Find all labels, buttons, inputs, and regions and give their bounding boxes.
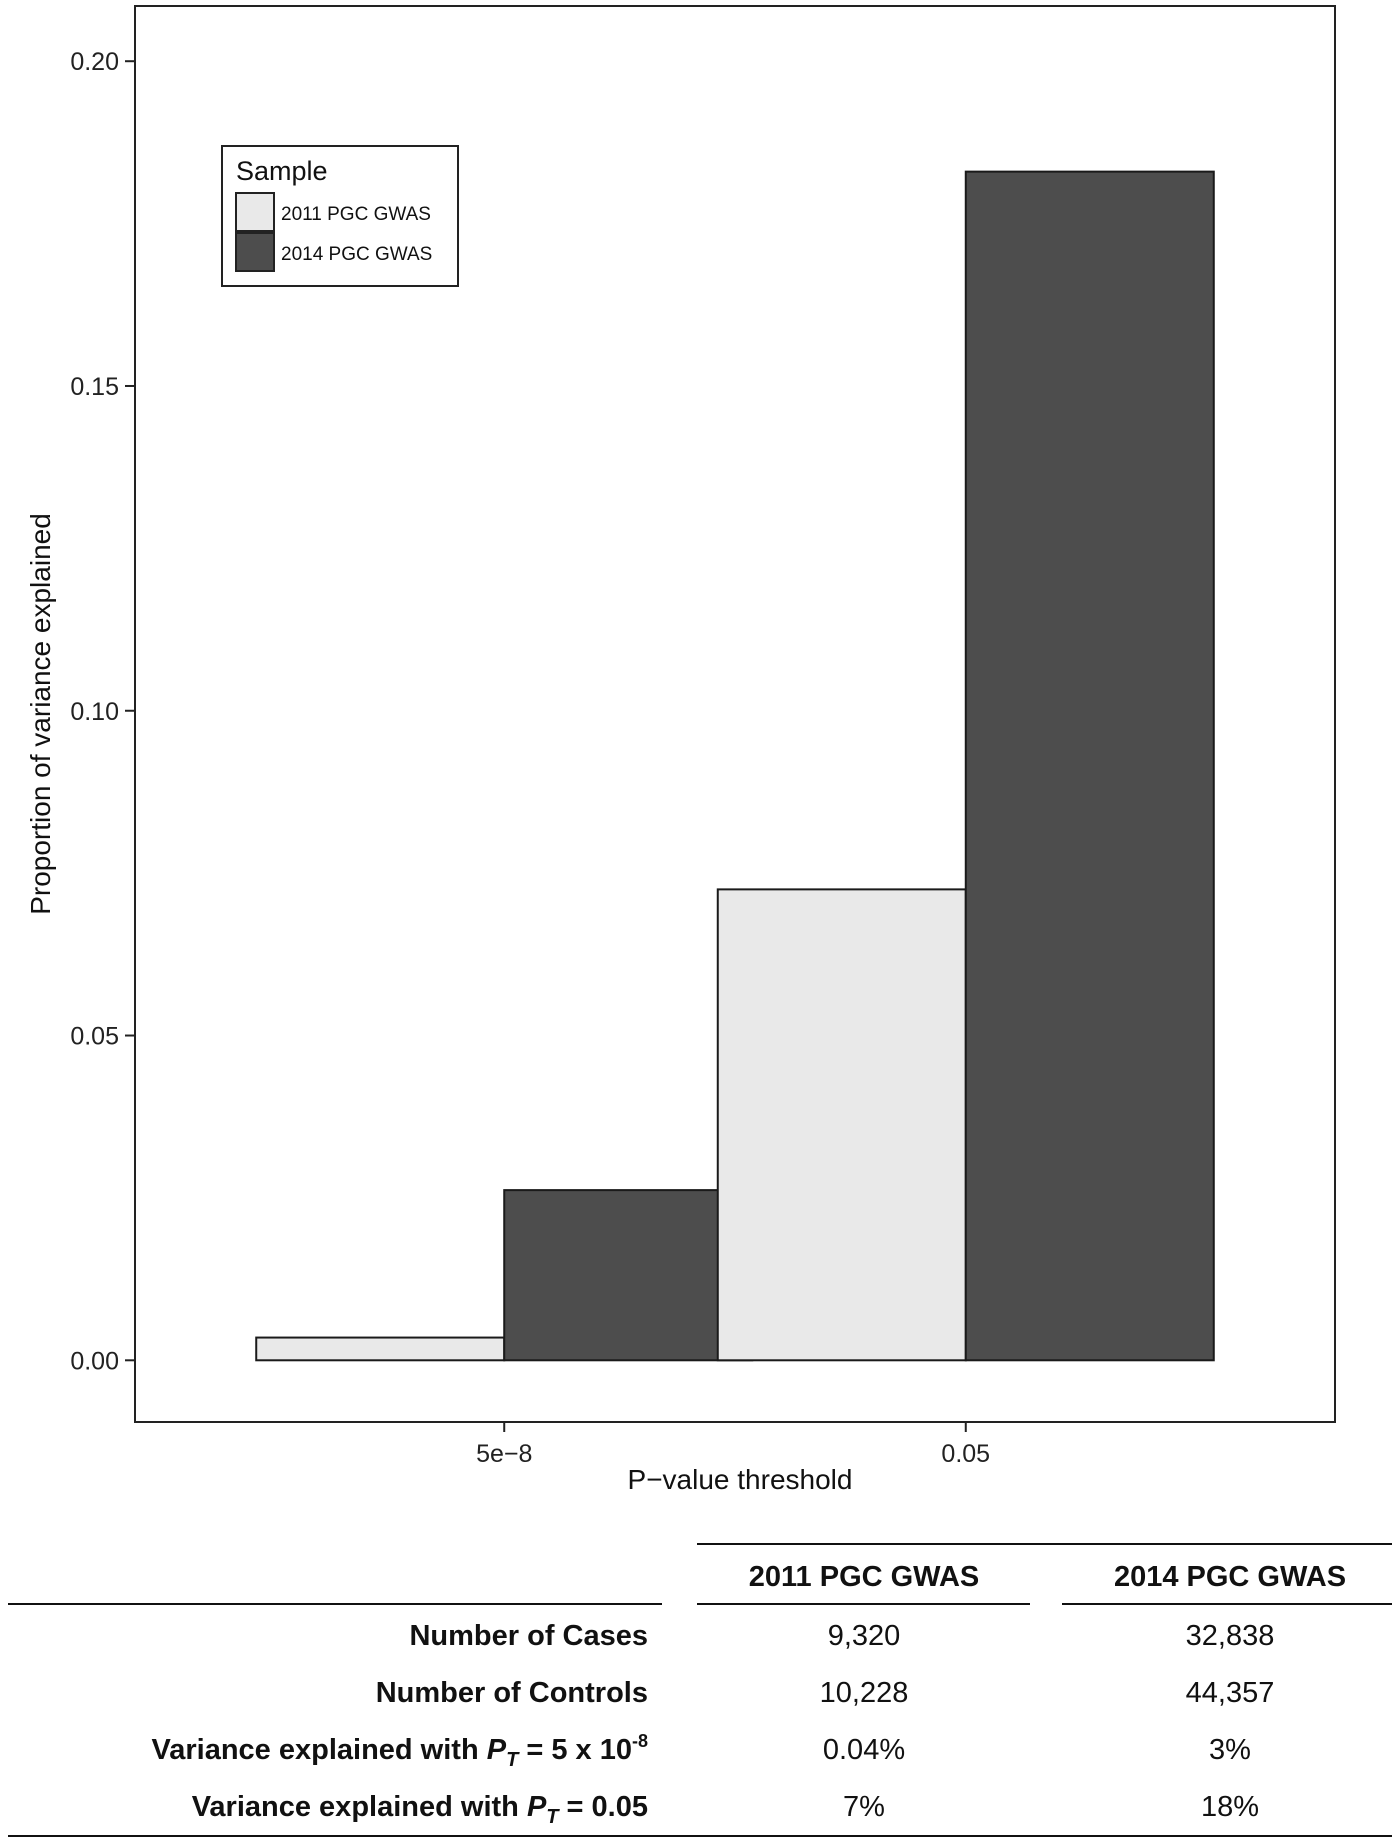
table-cell: 18% xyxy=(1201,1791,1259,1823)
y-tick-label: 0.20 xyxy=(70,48,119,76)
table-row-label-subscript: T xyxy=(546,1806,560,1828)
bar xyxy=(255,1336,506,1362)
summary-table: 2011 PGC GWAS 2014 PGC GWAS Number of Ca… xyxy=(8,1543,1392,1837)
y-axis-title: Proportion of variance explained xyxy=(25,513,56,915)
table-cell: 9,320 xyxy=(828,1620,901,1652)
legend-title: Sample xyxy=(236,156,328,186)
legend-label-2011: 2011 PGC GWAS xyxy=(281,204,431,225)
table-row-label: Variance explained with PT = 0.05 xyxy=(192,1791,648,1828)
table-cell: 3% xyxy=(1209,1734,1251,1766)
x-axis-title: P−value threshold xyxy=(628,1464,853,1495)
x-tick-label: 0.05 xyxy=(941,1440,990,1468)
y-tick-label: 0.10 xyxy=(70,698,119,726)
x-axis: 5e−8 0.05 xyxy=(476,1422,990,1468)
table-cell: 44,357 xyxy=(1186,1677,1275,1709)
table-row-label: Variance explained with PT = 5 x 10-8 xyxy=(151,1731,648,1771)
y-tick-label: 0.00 xyxy=(70,1347,119,1375)
table-cell: 32,838 xyxy=(1186,1620,1275,1652)
table-row-label-prefix: Variance explained with xyxy=(192,1791,527,1823)
table-row-label-middle: = 5 x 10 xyxy=(518,1734,632,1766)
table-row-label-subscript: T xyxy=(506,1749,520,1771)
table-row-label-symbol: P xyxy=(527,1791,547,1823)
table-row-label-prefix: Variance explained with xyxy=(151,1734,486,1766)
y-tick-label: 0.15 xyxy=(70,373,119,401)
table-row-label: Number of Controls xyxy=(376,1677,648,1709)
x-tick-label: 5e−8 xyxy=(476,1440,532,1468)
table-row-label-middle: = 0.05 xyxy=(559,1791,649,1823)
legend-swatch-2014 xyxy=(235,232,275,272)
table-row-label-superscript: -8 xyxy=(632,1731,648,1751)
bar xyxy=(716,888,967,1362)
y-tick-label: 0.05 xyxy=(70,1023,119,1051)
table-header-2011: 2011 PGC GWAS xyxy=(749,1561,980,1593)
legend-label-2014: 2014 PGC GWAS xyxy=(281,244,432,265)
bars-group xyxy=(255,170,1215,1362)
y-axis: 0.00 0.05 0.10 0.15 0.20 xyxy=(70,48,135,1375)
bar xyxy=(503,1189,754,1362)
table-cell: 10,228 xyxy=(820,1677,909,1709)
table-cell: 0.04% xyxy=(823,1734,905,1766)
legend-swatch-2011 xyxy=(235,192,275,232)
table-row-label: Number of Cases xyxy=(409,1620,648,1652)
table-cell: 7% xyxy=(843,1791,885,1823)
table-row-label-symbol: P xyxy=(487,1734,507,1766)
bar xyxy=(964,170,1215,1362)
legend: Sample 2011 PGC GWAS 2014 PGC GWAS xyxy=(221,145,459,287)
table-header-2014: 2014 PGC GWAS xyxy=(1114,1561,1346,1593)
